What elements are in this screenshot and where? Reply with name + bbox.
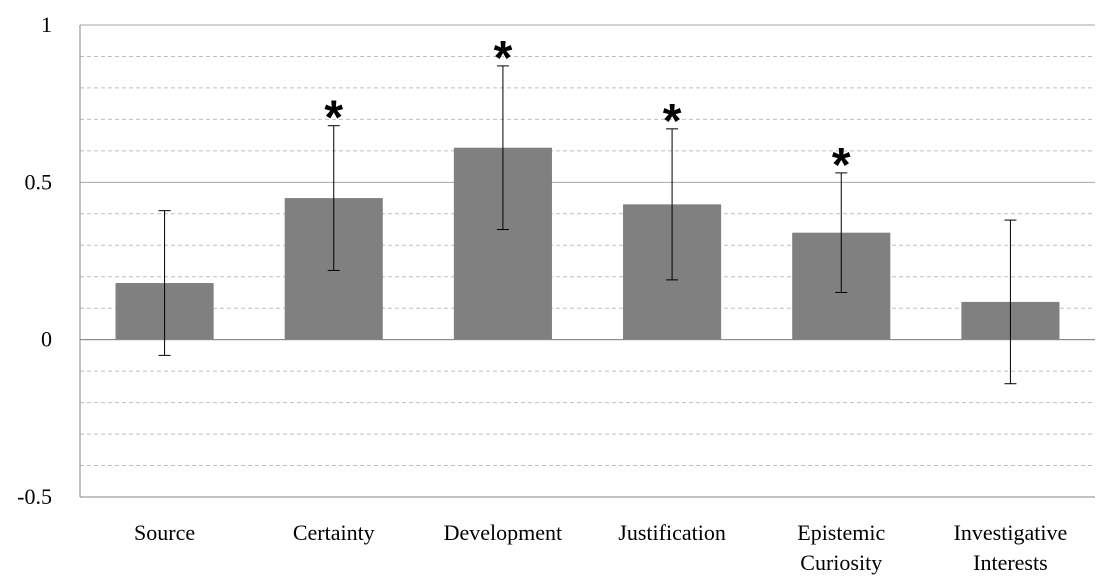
labels: -0.5 0 0.5 1 * * * * Source Certainty Development J…	[17, 12, 1067, 575]
x-category-label: Certainty	[293, 520, 375, 545]
x-category-label-line: Curiosity	[800, 550, 882, 575]
x-category-label-line: Certainty	[293, 520, 375, 545]
y-tick-label: 0	[41, 327, 52, 352]
significance-marker: *	[832, 139, 851, 192]
bars	[115, 147, 1060, 340]
significance-marker: *	[663, 95, 682, 148]
x-category-label: Source	[134, 520, 195, 545]
axes	[79, 25, 1095, 498]
significance-marker: *	[324, 92, 343, 145]
y-tick-label: 0.5	[25, 169, 53, 194]
gridlines	[80, 24, 1095, 467]
significance-marker: *	[494, 32, 513, 85]
x-category-label-line: Interests	[973, 550, 1048, 575]
x-category-label: Justification	[618, 520, 726, 545]
y-tick-label: 1	[41, 12, 52, 37]
x-category-label: Investigative Interests	[954, 520, 1068, 575]
x-category-label-line: Justification	[618, 520, 726, 545]
x-category-label: Development	[444, 520, 563, 545]
x-category-label-line: Epistemic	[797, 520, 885, 545]
y-tick-label: -0.5	[17, 484, 52, 509]
error-bars	[158, 65, 1017, 385]
x-category-label: Epistemic Curiosity	[797, 520, 885, 575]
x-category-label-line: Development	[444, 520, 563, 545]
x-category-label-line: Source	[134, 520, 195, 545]
x-category-label-line: Investigative	[954, 520, 1068, 545]
